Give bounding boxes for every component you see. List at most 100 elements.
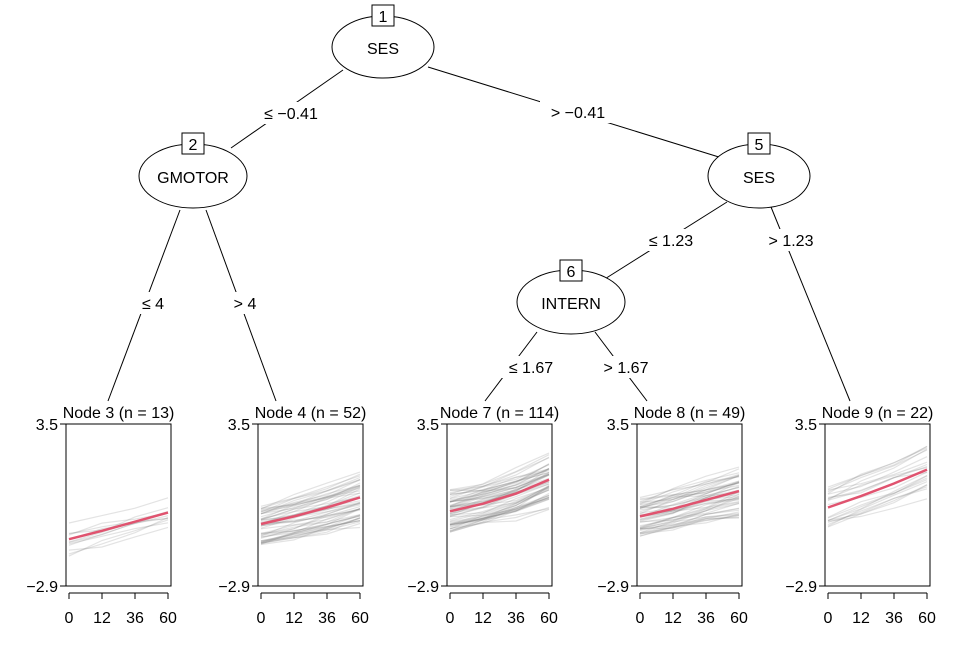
individual-trajectory: [260, 521, 361, 542]
individual-trajectory: [827, 484, 928, 528]
edge-label-6-8: > 1.67: [604, 360, 649, 377]
edge-label-1-5: > −0.41: [551, 105, 605, 122]
individual-trajectory: [260, 484, 361, 520]
node-2-label: GMOTOR: [157, 170, 229, 187]
individual-trajectory: [260, 517, 361, 544]
individual-trajectory: [639, 472, 740, 503]
individual-trajectory: [449, 457, 550, 499]
node-panel: Node 8 (n = 49) 3.5 −2.9 0 12 36 60: [597, 405, 748, 627]
x-tick-label: 12: [93, 610, 111, 627]
individual-trajectory: [449, 468, 550, 492]
individual-trajectory: [827, 445, 928, 488]
x-tick-label: 60: [540, 610, 558, 627]
individual-trajectory: [449, 473, 550, 506]
mean-trajectory-line: [449, 478, 550, 513]
node-1-label: SES: [367, 41, 399, 58]
individual-trajectory: [260, 502, 361, 539]
x-tick-label: 36: [885, 610, 903, 627]
individual-trajectory: [449, 494, 550, 532]
individual-trajectory: [639, 482, 740, 500]
individual-trajectory: [449, 474, 550, 500]
node-panel: Node 4 (n = 52) 3.5 −2.9 0 12 36 60: [218, 405, 369, 627]
individual-trajectory: [639, 511, 740, 530]
individual-trajectory: [639, 496, 740, 523]
individual-trajectory: [449, 473, 550, 503]
individual-trajectory: [827, 475, 928, 522]
individual-trajectory: [260, 517, 361, 544]
individual-trajectory: [260, 482, 361, 518]
individual-trajectory: [68, 516, 169, 555]
individual-trajectory: [449, 488, 550, 523]
individual-trajectory: [639, 486, 740, 508]
individual-trajectory: [260, 522, 361, 544]
x-tick-label: 36: [697, 610, 715, 627]
individual-trajectory: [260, 492, 361, 523]
individual-trajectory: [827, 461, 928, 491]
individual-trajectory: [449, 489, 550, 517]
individual-trajectory: [449, 485, 550, 516]
node-panel: Node 3 (n = 13) 3.5 −2.9 0 12 36 60: [26, 405, 177, 627]
individual-trajectory: [827, 498, 928, 522]
y-tick-label: 3.5: [228, 417, 250, 434]
x-tick-label: 0: [446, 610, 455, 627]
individual-trajectory: [639, 517, 740, 535]
individual-trajectory: [260, 492, 361, 509]
individual-trajectory: [639, 502, 740, 528]
individual-trajectory: [260, 473, 361, 513]
individual-trajectory: [639, 493, 740, 530]
individual-trajectory: [639, 480, 740, 508]
individual-trajectory: [449, 486, 550, 526]
node-panel-title: Node 4 (n = 52): [255, 405, 367, 422]
individual-trajectory: [827, 477, 928, 518]
node-panel-title: Node 7 (n = 114): [440, 405, 559, 422]
individual-trajectory: [639, 507, 740, 537]
y-tick-label: 3.5: [795, 417, 817, 434]
node-6-id: 6: [567, 264, 576, 281]
individual-trajectory: [827, 466, 928, 500]
individual-trajectory: [639, 475, 740, 510]
individual-trajectory: [449, 467, 550, 509]
edge-label-2-4: > 4: [234, 296, 257, 313]
individual-trajectory: [639, 501, 740, 530]
individual-trajectory: [449, 496, 550, 518]
y-tick-label: −2.9: [218, 579, 250, 596]
x-tick-label: 60: [351, 610, 369, 627]
edge-label-bg: [228, 292, 262, 314]
node-6-id-box: [559, 259, 583, 282]
individual-trajectory: [449, 508, 550, 533]
individual-trajectory: [260, 514, 361, 535]
individual-trajectory: [449, 487, 550, 530]
individual-trajectory: [260, 520, 361, 543]
individual-trajectory: [449, 471, 550, 492]
individual-trajectory: [639, 514, 740, 534]
individual-trajectory: [827, 484, 928, 521]
individual-trajectory: [449, 492, 550, 530]
individual-trajectory: [639, 499, 740, 518]
node-panel-frame: [636, 423, 743, 587]
individual-trajectory: [260, 479, 361, 515]
individual-trajectory: [449, 463, 550, 507]
individual-trajectory: [639, 468, 740, 505]
x-tick-label: 12: [664, 610, 682, 627]
individual-trajectory: [827, 471, 928, 501]
individual-trajectory: [639, 513, 740, 537]
individual-trajectory: [827, 486, 928, 523]
individual-trajectory: [260, 502, 361, 537]
edge-label-backgrounds: [136, 101, 822, 378]
individual-trajectory: [449, 496, 550, 527]
individual-trajectory: [260, 508, 361, 545]
node-2-id-box: [181, 132, 205, 155]
individual-trajectory: [260, 487, 361, 525]
individual-trajectory: [449, 508, 550, 526]
edge-label-bg: [760, 229, 822, 251]
individual-trajectory: [639, 501, 740, 520]
individual-trajectory: [260, 514, 361, 543]
x-tick-label: 60: [159, 610, 177, 627]
x-tick-label: 0: [257, 610, 266, 627]
individual-trajectory: [639, 509, 740, 527]
individual-trajectory: [827, 466, 928, 498]
edge-label-bg: [596, 356, 656, 378]
edge-labels: ≤ −0.41 > −0.41 ≤ 4 > 4 ≤ 1.23 > 1.23 ≤ …: [142, 105, 814, 377]
individual-trajectory: [639, 502, 740, 523]
